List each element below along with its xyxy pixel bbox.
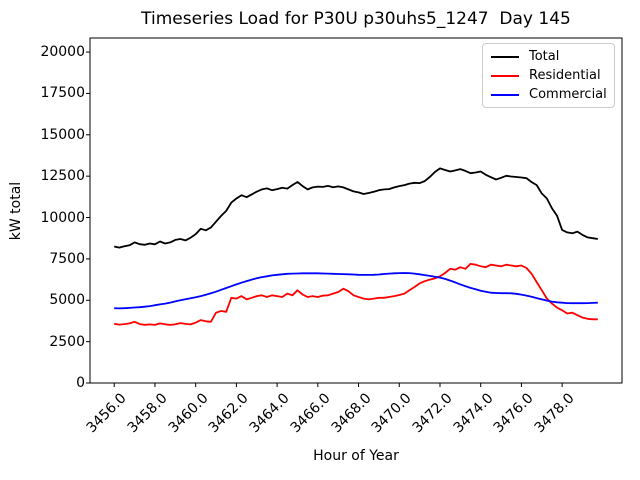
legend-label-residential: Residential: [529, 68, 601, 83]
y-tick-label: 5000: [49, 292, 85, 309]
y-tick-label: 17500: [40, 85, 85, 102]
x-axis-label: Hour of Year: [313, 448, 399, 464]
y-tick-label: 15000: [40, 126, 85, 143]
legend-line-total: [491, 55, 519, 58]
legend-entry-commercial: Commercial: [491, 87, 607, 102]
y-tick-label: 7500: [49, 250, 85, 267]
y-tick-label: 20000: [40, 44, 85, 61]
legend-entry-total: Total: [491, 49, 606, 64]
y-tick-label: 12500: [40, 168, 85, 185]
y-tick-label: 10000: [40, 209, 85, 226]
chart-title: Timeseries Load for P30U p30uhs5_1247 Da…: [141, 9, 571, 29]
residential-series-line: [114, 262, 598, 326]
legend-label-total: Total: [529, 49, 560, 64]
legend: Total Residential Commercial: [482, 43, 615, 108]
legend-line-residential: [491, 74, 519, 77]
commercial-series-line: [114, 272, 598, 310]
legend-line-commercial: [491, 93, 519, 96]
y-tick-label: 2500: [49, 333, 85, 350]
total-series-line: [114, 167, 598, 249]
y-tick-label: 0: [76, 375, 85, 391]
legend-label-commercial: Commercial: [529, 87, 607, 102]
tick-marks: [86, 51, 563, 387]
axes-frame: [89, 37, 623, 384]
legend-entry-residential: Residential: [491, 68, 606, 83]
